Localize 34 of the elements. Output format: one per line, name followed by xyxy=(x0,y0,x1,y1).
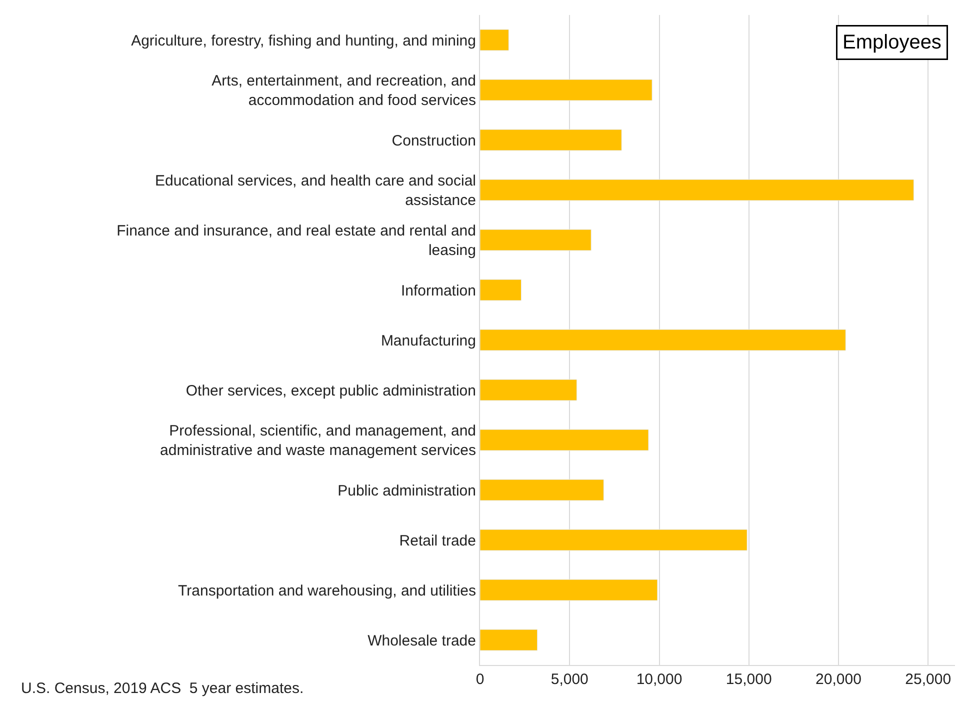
bar xyxy=(480,179,914,201)
y-tick-label: Transportation and warehousing, and utilities xyxy=(178,582,476,600)
y-tick-label: Manufacturing xyxy=(380,332,476,350)
bar xyxy=(480,529,748,551)
bar xyxy=(480,29,509,51)
x-tick-label: 20,000 xyxy=(816,671,862,688)
bar xyxy=(480,629,538,651)
bar xyxy=(480,579,658,601)
text: Employees xyxy=(842,32,942,54)
x-tick-label: 15,000 xyxy=(726,671,772,688)
x-tick-label: 25,000 xyxy=(905,671,952,688)
y-tick-label: Retail trade xyxy=(399,532,476,550)
y-tick-label: Other services, except public administration xyxy=(186,382,476,400)
y-tick-label: Information xyxy=(400,282,476,300)
y-tick-label: Educational services, and health care and social assistance xyxy=(154,172,476,209)
text: U.S. Census, 2019 ACS 5 year estimates. xyxy=(21,680,304,697)
bar xyxy=(480,479,604,501)
y-tick-label: Arts, entertainment, and recreation, and accommodation and food services xyxy=(212,72,476,109)
x-tick-label: 0 xyxy=(476,671,484,688)
bar xyxy=(480,79,652,101)
bar xyxy=(480,429,649,451)
bar xyxy=(480,279,522,301)
x-tick-label: 5,000 xyxy=(550,671,588,688)
bar xyxy=(480,379,578,401)
y-tick-label: Construction xyxy=(392,132,476,150)
y-tick-label: Public administration xyxy=(338,482,476,500)
bar xyxy=(480,329,846,351)
y-tick-label: Professional, scientific, and management, and administrative and waste management services xyxy=(160,422,476,459)
bar xyxy=(480,129,622,151)
y-tick-label: Finance and insurance, and real estate and rental and leasing xyxy=(116,222,476,259)
y-tick-label: Agriculture, forestry, fishing and hunting, and mining xyxy=(131,32,476,50)
y-tick-label: Wholesale trade xyxy=(368,632,476,650)
bar xyxy=(480,229,592,251)
x-tick-label: 10,000 xyxy=(636,671,682,688)
